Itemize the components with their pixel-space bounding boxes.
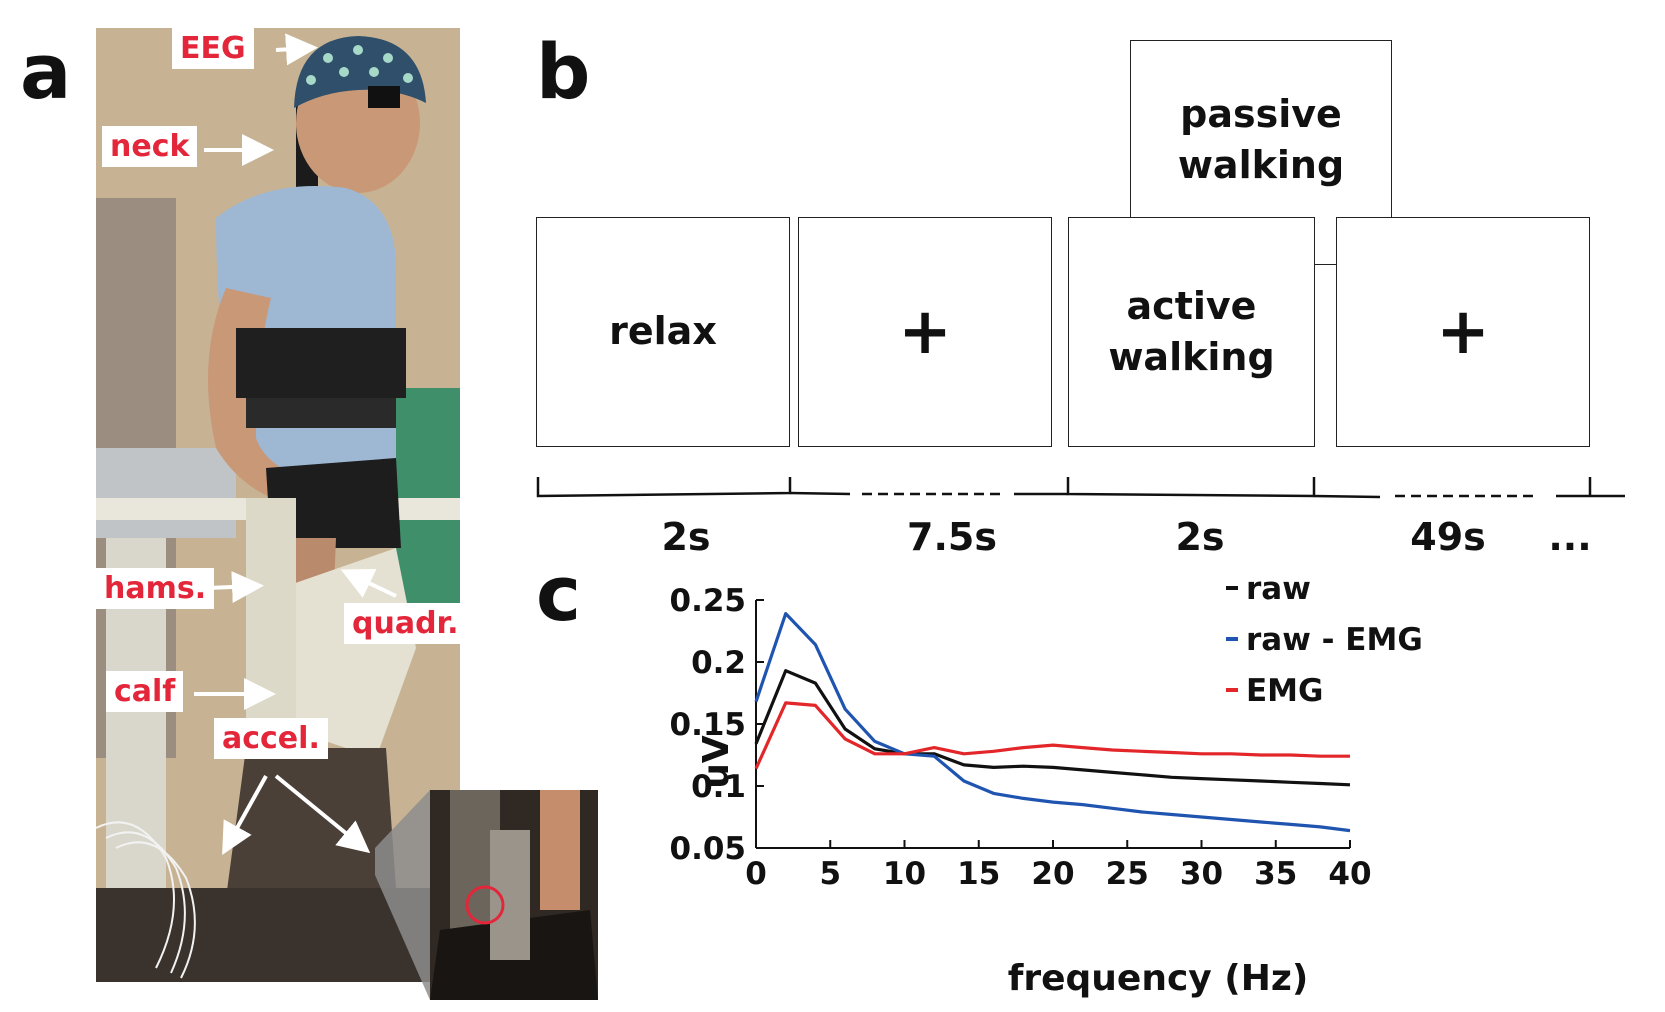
x-tick-label: 5 xyxy=(819,856,841,892)
x-tick-label: 20 xyxy=(1031,856,1074,892)
protocol-box-relax: relax xyxy=(536,217,790,447)
x-tick-label: 30 xyxy=(1180,856,1223,892)
duration-walking: 2s xyxy=(1175,515,1225,559)
protocol-relax-label: relax xyxy=(609,309,717,354)
series-line-raw xyxy=(754,669,1351,787)
y-tick-label: 0.1 xyxy=(691,769,746,805)
active-line-1: active xyxy=(1126,283,1257,328)
panel-label-c: c xyxy=(536,549,582,638)
label-hams: hams. xyxy=(96,568,215,609)
protocol-active-label: active walking xyxy=(1108,281,1274,384)
arrow-accel-left xyxy=(222,775,268,855)
panel-label-a: a xyxy=(20,27,72,116)
protocol-box-fixation-1: + xyxy=(798,217,1052,447)
y-tick-label: 0.15 xyxy=(670,707,747,743)
label-eeg: EEG xyxy=(172,28,254,69)
inset-scene xyxy=(430,790,598,1000)
arrow-accel-right xyxy=(274,774,371,854)
series-line-emg xyxy=(754,701,1350,770)
timeline-segment-6 xyxy=(1556,477,1625,498)
arrow-quadr xyxy=(340,568,397,598)
active-line-2: walking xyxy=(1108,335,1275,379)
timeline-segment-1 xyxy=(536,477,792,498)
chart-axes: 0 5 10 15 20 25 30 35 40 0.05 0.1 0.15 0.2 0.25 xyxy=(670,583,1372,892)
passive-line-2: walking xyxy=(1177,143,1345,188)
x-tick-label: 40 xyxy=(1328,856,1371,892)
protocol-box-fixation-2: + xyxy=(1336,217,1590,447)
arrow-eeg xyxy=(275,33,318,66)
label-calf: calf xyxy=(106,671,184,712)
arrow-hams xyxy=(207,571,264,603)
label-accel: accel. xyxy=(214,718,328,759)
y-tick-label: 0.05 xyxy=(670,831,747,867)
legend-label: EMG xyxy=(1246,673,1323,709)
duration-fixation-2: 49s xyxy=(1410,515,1486,559)
x-tick-label: 15 xyxy=(957,856,1000,892)
chart-legend: raw raw - EMG EMG xyxy=(1226,571,1423,709)
protocol-passive-label: passive walking xyxy=(1178,89,1344,192)
label-quadr: quadr. xyxy=(344,603,460,644)
exoskeleton-photo: EEG neck hams. quadr. calf accel. xyxy=(96,28,460,982)
legend-label: raw - EMG xyxy=(1246,622,1423,658)
accelerometer-inset-photo xyxy=(430,790,598,1000)
panel-label-b: b xyxy=(536,27,591,116)
y-tick-label: 0.25 xyxy=(670,583,747,619)
series-line-raw-emg xyxy=(754,612,1351,833)
chart-series xyxy=(754,612,1351,833)
timeline-segment-2 xyxy=(789,491,851,496)
label-neck: neck xyxy=(102,126,198,167)
legend-label: raw xyxy=(1246,571,1311,607)
x-tick-label: 25 xyxy=(1106,856,1149,892)
x-tick-label: 10 xyxy=(883,856,926,892)
x-tick-label: 0 xyxy=(745,856,767,892)
y-axis-title: uV xyxy=(696,735,737,789)
passive-line-1: passive xyxy=(1180,92,1342,136)
y-tick-label: 0.2 xyxy=(691,645,746,681)
duration-relax: 2s xyxy=(661,515,711,559)
x-axis-title: frequency (Hz) xyxy=(1008,958,1309,999)
fixation-cross-2: + xyxy=(1436,294,1490,369)
timeline-segment-4 xyxy=(1066,477,1316,498)
duration-ellipsis: ... xyxy=(1548,515,1592,559)
x-tick-label: 35 xyxy=(1254,856,1297,892)
timeline-segment-5 xyxy=(1313,494,1381,499)
duration-fixation-1: 7.5s xyxy=(907,515,997,559)
spectrum-chart: 0 5 10 15 20 25 30 35 40 0.05 0.1 0.15 0.2 0.25 frequ… xyxy=(670,571,1423,999)
fixation-cross-1: + xyxy=(898,294,952,369)
protocol-box-active-walking: active walking xyxy=(1068,217,1315,447)
label-arrows xyxy=(194,33,397,855)
